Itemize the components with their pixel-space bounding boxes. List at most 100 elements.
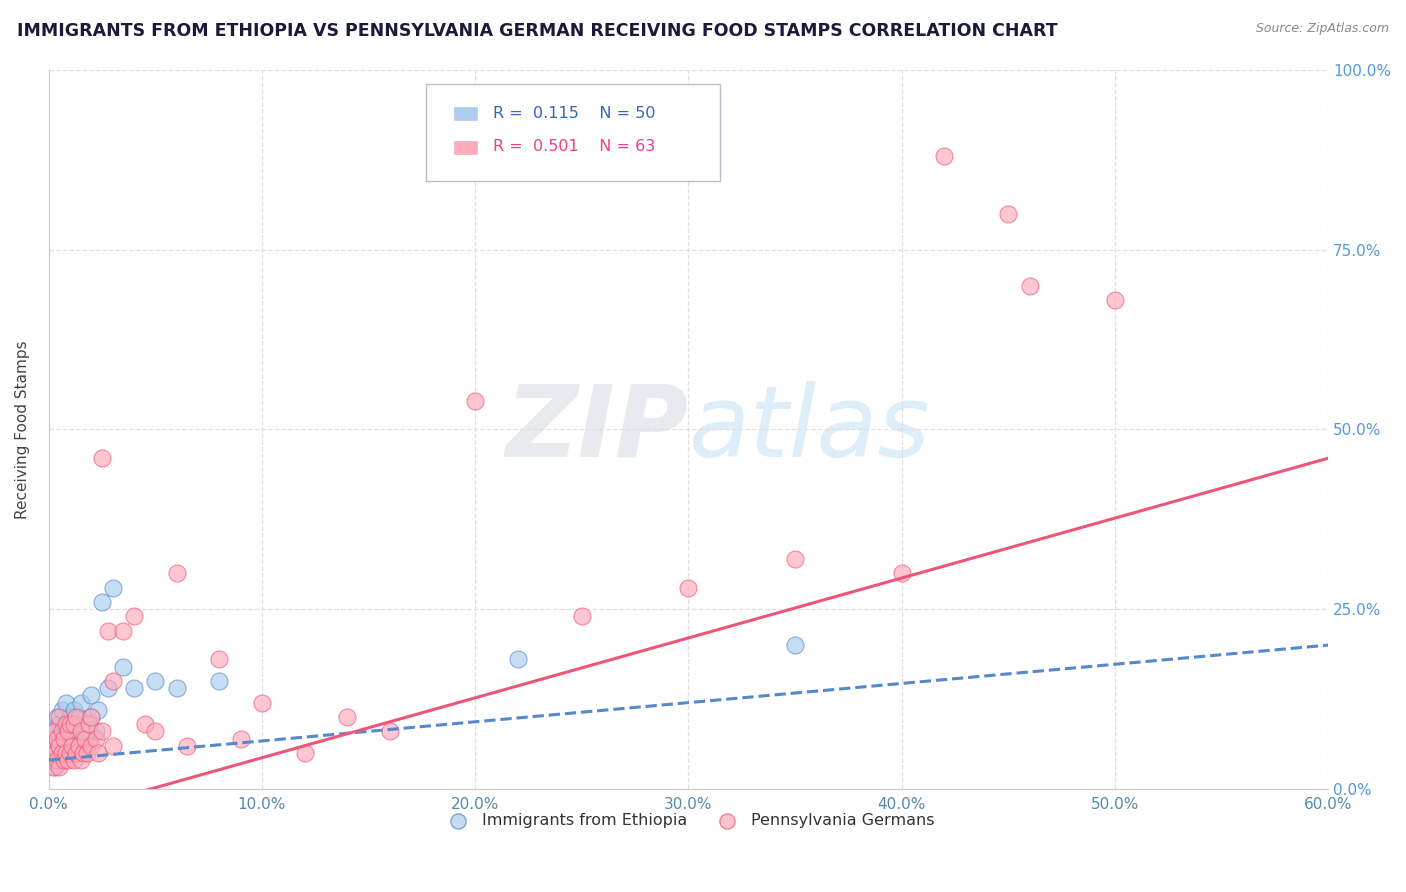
Bar <box>454 107 478 120</box>
Point <box>122 681 145 696</box>
Point <box>69 696 91 710</box>
Point <box>80 739 103 753</box>
Point <box>378 724 401 739</box>
Point <box>60 717 83 731</box>
Point <box>42 731 65 746</box>
Point <box>48 710 70 724</box>
Point <box>73 739 96 753</box>
Text: IMMIGRANTS FROM ETHIOPIA VS PENNSYLVANIA GERMAN RECEIVING FOOD STAMPS CORRELATIO: IMMIGRANTS FROM ETHIOPIA VS PENNSYLVANIA… <box>17 22 1057 40</box>
Point <box>91 724 114 739</box>
Point <box>890 566 912 581</box>
Point <box>39 739 62 753</box>
Point <box>42 731 65 746</box>
Point <box>101 674 124 689</box>
Point <box>73 731 96 746</box>
Point <box>166 566 188 581</box>
Point <box>63 731 86 746</box>
Point <box>48 731 70 746</box>
Point <box>91 595 114 609</box>
Point <box>56 724 79 739</box>
Point <box>67 710 90 724</box>
Point <box>67 739 90 753</box>
Point <box>44 746 66 760</box>
Point <box>46 739 69 753</box>
Point <box>55 746 77 760</box>
Point <box>166 681 188 696</box>
Point <box>44 724 66 739</box>
Text: R =  0.501    N = 63: R = 0.501 N = 63 <box>492 139 655 154</box>
Y-axis label: Receiving Food Stamps: Receiving Food Stamps <box>15 340 30 519</box>
Point <box>336 710 359 724</box>
Point <box>51 746 73 760</box>
Point <box>145 724 167 739</box>
Point <box>87 746 110 760</box>
Point <box>59 710 82 724</box>
Point <box>72 724 94 739</box>
Point <box>101 581 124 595</box>
Point <box>145 674 167 689</box>
Point <box>97 624 120 638</box>
Text: atlas: atlas <box>689 381 931 478</box>
Point <box>69 724 91 739</box>
Point <box>80 710 103 724</box>
Point <box>51 724 73 739</box>
Point <box>84 724 107 739</box>
Point <box>65 710 87 724</box>
Point <box>67 739 90 753</box>
Point <box>52 731 75 746</box>
Point <box>60 739 83 753</box>
Point <box>55 724 77 739</box>
Text: Source: ZipAtlas.com: Source: ZipAtlas.com <box>1256 22 1389 36</box>
Point <box>997 207 1019 221</box>
Point <box>1018 278 1040 293</box>
Point <box>80 689 103 703</box>
Point <box>229 731 252 746</box>
Point <box>77 731 100 746</box>
Point <box>112 624 135 638</box>
Point <box>63 753 86 767</box>
Point <box>69 753 91 767</box>
Point <box>55 717 77 731</box>
Point <box>294 746 316 760</box>
Point <box>76 717 98 731</box>
Point <box>56 717 79 731</box>
Text: ZIP: ZIP <box>505 381 689 478</box>
Point <box>112 659 135 673</box>
Point <box>250 696 273 710</box>
Point <box>60 739 83 753</box>
Point <box>122 609 145 624</box>
Point <box>63 717 86 731</box>
Point <box>46 710 69 724</box>
Point <box>39 753 62 767</box>
Point <box>65 746 87 760</box>
Point <box>65 724 87 739</box>
Point <box>52 753 75 767</box>
Legend: Immigrants from Ethiopia, Pennsylvania Germans: Immigrants from Ethiopia, Pennsylvania G… <box>436 807 941 835</box>
Bar <box>454 141 478 154</box>
Point <box>571 609 593 624</box>
Point <box>56 753 79 767</box>
Point <box>52 731 75 746</box>
Point <box>101 739 124 753</box>
Point <box>87 703 110 717</box>
Point <box>76 746 98 760</box>
Point <box>42 746 65 760</box>
Point <box>46 753 69 767</box>
Point <box>678 581 700 595</box>
Point <box>48 760 70 774</box>
Point <box>51 746 73 760</box>
Point <box>72 746 94 760</box>
Point <box>208 674 231 689</box>
Point <box>44 760 66 774</box>
Point <box>48 717 70 731</box>
Point <box>97 681 120 696</box>
Point <box>55 696 77 710</box>
Point <box>42 760 65 774</box>
Point <box>51 724 73 739</box>
Point <box>48 753 70 767</box>
Point <box>208 652 231 666</box>
Point <box>59 717 82 731</box>
Point <box>783 638 806 652</box>
Point <box>65 746 87 760</box>
Point <box>59 746 82 760</box>
